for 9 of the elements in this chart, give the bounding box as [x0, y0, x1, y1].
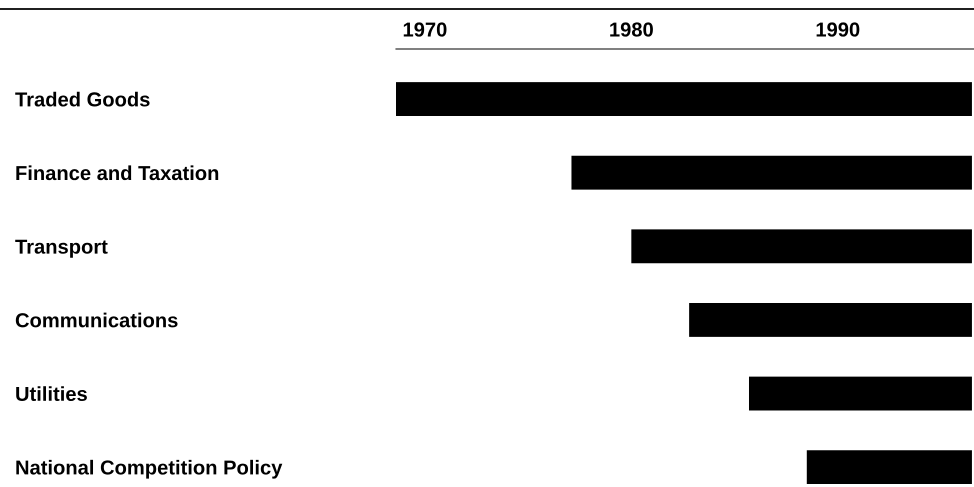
- y-tick-label: National Competition Policy: [16, 460, 282, 479]
- y-tick-label: Transport: [15, 240, 108, 258]
- x-tick-label: 1970: [404, 22, 446, 37]
- y-tick-label: Communications: [16, 312, 178, 328]
- y-tick-label: Traded Goods: [15, 92, 150, 107]
- x-tick-label: 1990: [816, 22, 860, 37]
- x-tick-label: 1980: [610, 22, 653, 37]
- y-tick-label: Utilities: [16, 386, 87, 402]
- y-tick-label: Finance and Taxation: [16, 165, 218, 180]
